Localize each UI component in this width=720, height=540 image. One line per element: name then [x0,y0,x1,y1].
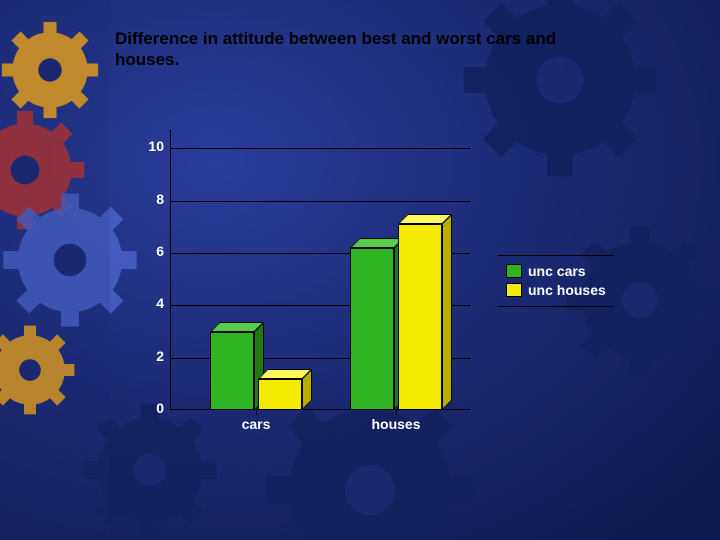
legend-swatch [506,264,522,278]
legend-label: unc cars [528,262,586,281]
bar [258,369,312,410]
x-tick-label: houses [340,416,452,432]
x-tick-mark [396,410,397,415]
chart-title: Difference in attitude between best and … [115,28,585,71]
x-tick-mark [256,410,257,415]
legend-item: unc cars [506,262,606,281]
slide: Difference in attitude between best and … [0,0,720,540]
y-tick-label: 4 [136,295,164,311]
legend: unc carsunc houses [498,255,614,307]
x-tick-label: cars [200,416,312,432]
bar [210,322,264,411]
y-tick-label: 0 [136,400,164,416]
legend-item: unc houses [506,281,606,300]
plot-area [170,130,470,410]
legend-swatch [506,283,522,297]
bar [350,238,404,410]
legend-label: unc houses [528,281,606,300]
bar-chart: 0246810carshouses [140,130,470,440]
gridline [170,201,470,202]
bar [398,214,452,410]
y-tick-label: 10 [136,138,164,154]
y-tick-label: 2 [136,348,164,364]
y-tick-label: 8 [136,191,164,207]
y-tick-label: 6 [136,243,164,259]
gridline [170,148,470,149]
